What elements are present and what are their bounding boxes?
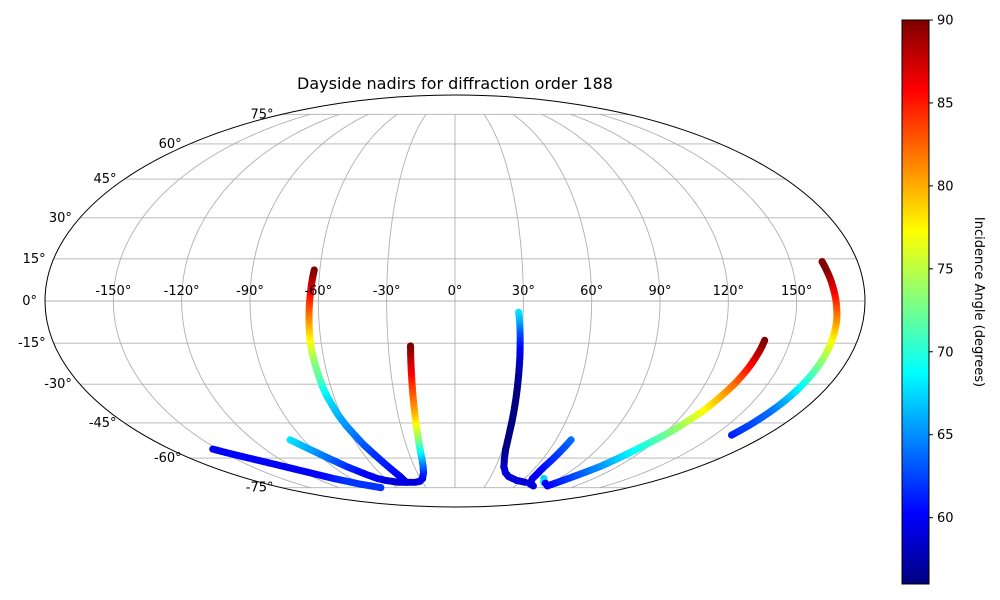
colorbar-tick-labels: 60 65 70 75 80 85 90 [929,14,954,526]
colorbar-label: Incidence Angle (degrees) [971,217,986,387]
y-tick-labels: 75° 60° 45° 30° 15° 0° -15° -30° -45° -60° -75° [18,107,274,495]
x-tick-label: 30° [512,284,535,299]
y-tick-label: 45° [94,172,117,187]
gridlines [45,113,865,489]
y-tick-label: 30° [49,211,72,226]
x-tick-label: 0° [448,284,463,299]
data-point [310,266,318,274]
data-point [406,342,415,350]
x-tick-label: -30° [373,284,401,299]
data-point [377,484,385,492]
data-point [818,258,826,266]
x-tick-label: 60° [580,284,603,299]
y-tick-label: 15° [23,252,46,267]
x-tick-labels: -150° -120° -90° -60° -30° 0° 30° 60° 90° 120° 150… [95,284,812,299]
colorbar-tick-label: 85 [937,96,954,111]
x-tick-label: -120° [164,284,200,299]
data-point [529,482,537,490]
colorbar-tick-label: 70 [937,345,954,360]
x-tick-label: -60° [304,284,332,299]
y-tick-label: -75° [246,481,274,496]
colorbar-tick-label: 80 [937,179,954,194]
chart-title: Dayside nadirs for diffraction order 188 [297,74,613,93]
data-point [761,336,769,344]
colorbar-tick-label: 75 [937,262,954,277]
data-points [209,258,841,492]
x-tick-label: -90° [236,284,264,299]
x-tick-label: -150° [95,284,131,299]
map-outline [44,94,866,508]
x-tick-label: 90° [648,284,671,299]
y-tick-label: -30° [44,377,72,392]
y-tick-label: -60° [154,451,182,466]
colorbar-tick-label: 90 [937,14,954,29]
y-tick-label: 75° [250,107,273,122]
y-tick-label: -45° [89,416,117,431]
y-tick-label: -15° [18,336,46,351]
x-tick-label: 120° [713,284,744,299]
colorbar-gradient [901,19,930,585]
y-tick-label: 60° [159,137,182,152]
colorbar-tick-label: 60 [937,511,954,526]
colorbar-tick-label: 65 [937,428,954,443]
colorbar: 60 65 70 75 80 85 90 Incidence Angle (degrees) [901,14,986,585]
y-tick-label: 0° [22,294,37,309]
x-tick-label: 150° [781,284,812,299]
